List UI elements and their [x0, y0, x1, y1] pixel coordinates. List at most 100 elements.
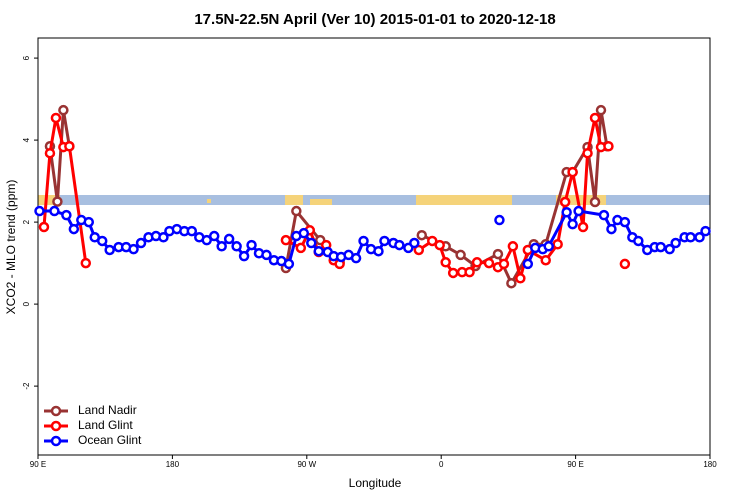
data-point [96, 235, 108, 247]
series-line [48, 109, 71, 202]
data-point [483, 257, 495, 269]
y-tick-label: 2 [22, 219, 31, 224]
series-line [526, 208, 707, 265]
data-point [598, 209, 610, 221]
data-point [49, 205, 60, 217]
chart-title: 17.5N-22.5N April (Ver 10) 2015-01-01 to… [194, 11, 555, 28]
plot-area [34, 104, 711, 289]
legend-marker [50, 435, 62, 447]
data-point [694, 232, 705, 243]
data-point [313, 245, 324, 257]
data-point [373, 245, 384, 257]
data-point [52, 196, 63, 207]
data-point [358, 235, 369, 247]
data-point [464, 266, 475, 278]
x-tick-label: 0 [439, 460, 444, 469]
plot-frame [37, 37, 711, 456]
data-point [295, 242, 307, 254]
data-point [552, 238, 563, 250]
data-point [559, 196, 571, 208]
legend-label: Land Glint [78, 418, 133, 432]
data-point [515, 273, 526, 284]
data-point [577, 221, 589, 233]
x-tick-label: 180 [166, 460, 180, 469]
y-tick-label: 4 [22, 137, 31, 142]
data-point [350, 252, 362, 264]
data-point [280, 234, 292, 246]
y-axis-label: XCO2 - MLO trend (ppm) [4, 180, 18, 315]
data-point [700, 225, 711, 237]
data-point [434, 239, 445, 251]
data-point [447, 267, 459, 279]
x-tick-label: 180 [703, 460, 717, 469]
data-point [216, 241, 227, 252]
data-point [573, 205, 584, 217]
data-point [238, 250, 250, 262]
data-point [50, 112, 62, 124]
legend-marker [50, 420, 62, 432]
data-point [426, 235, 438, 247]
legend-label: Land Nadir [78, 403, 137, 417]
data-point [633, 235, 644, 247]
data-point [416, 229, 428, 241]
data-point [38, 221, 50, 233]
data-point [440, 257, 451, 268]
data-point [589, 196, 601, 208]
data-point [494, 214, 505, 226]
data-point [619, 258, 631, 270]
data-point [561, 207, 572, 218]
data-point [664, 243, 675, 255]
data-point [589, 112, 601, 124]
data-point [186, 225, 198, 237]
data-point [540, 254, 551, 266]
legend-label: Ocean Glint [78, 433, 142, 447]
data-point [68, 223, 80, 235]
data-point [80, 257, 92, 269]
data-point [44, 147, 56, 159]
data-point [619, 216, 631, 228]
data-point [543, 241, 554, 252]
data-point [208, 230, 220, 242]
legend-marker [50, 405, 62, 417]
y-tick-label: 6 [22, 55, 31, 60]
data-point [655, 241, 666, 253]
x-axis-label: Longitude [349, 476, 402, 490]
data-point [685, 232, 696, 243]
x-tick-label: 90 E [567, 460, 583, 469]
data-point [61, 209, 72, 221]
data-point [83, 216, 95, 228]
data-point [582, 147, 593, 159]
data-point [506, 277, 517, 289]
data-point [34, 205, 45, 217]
y-tick-label: -2 [22, 382, 31, 390]
data-point [498, 258, 510, 270]
data-point [128, 243, 139, 255]
data-point [291, 205, 302, 217]
data-point [104, 244, 115, 256]
data-point [58, 104, 69, 116]
x-tick-label: 90 W [297, 460, 316, 469]
data-point [298, 227, 310, 239]
data-point [455, 249, 466, 261]
data-point [567, 166, 578, 178]
map-strip [38, 195, 710, 205]
data-point [603, 140, 614, 152]
data-point [306, 237, 317, 249]
data-point [409, 237, 420, 249]
data-point [507, 241, 519, 252]
data-point [64, 140, 75, 152]
data-point [567, 218, 578, 230]
data-point [413, 244, 425, 256]
data-point [394, 239, 405, 251]
data-point [522, 258, 534, 270]
data-point [670, 237, 681, 249]
data-point [261, 249, 272, 261]
data-point [471, 257, 483, 268]
data-point [201, 234, 212, 246]
data-point [231, 241, 242, 252]
data-point [223, 233, 235, 245]
data-point [158, 232, 169, 243]
y-tick-label: 0 [22, 301, 31, 306]
data-point [283, 258, 295, 270]
